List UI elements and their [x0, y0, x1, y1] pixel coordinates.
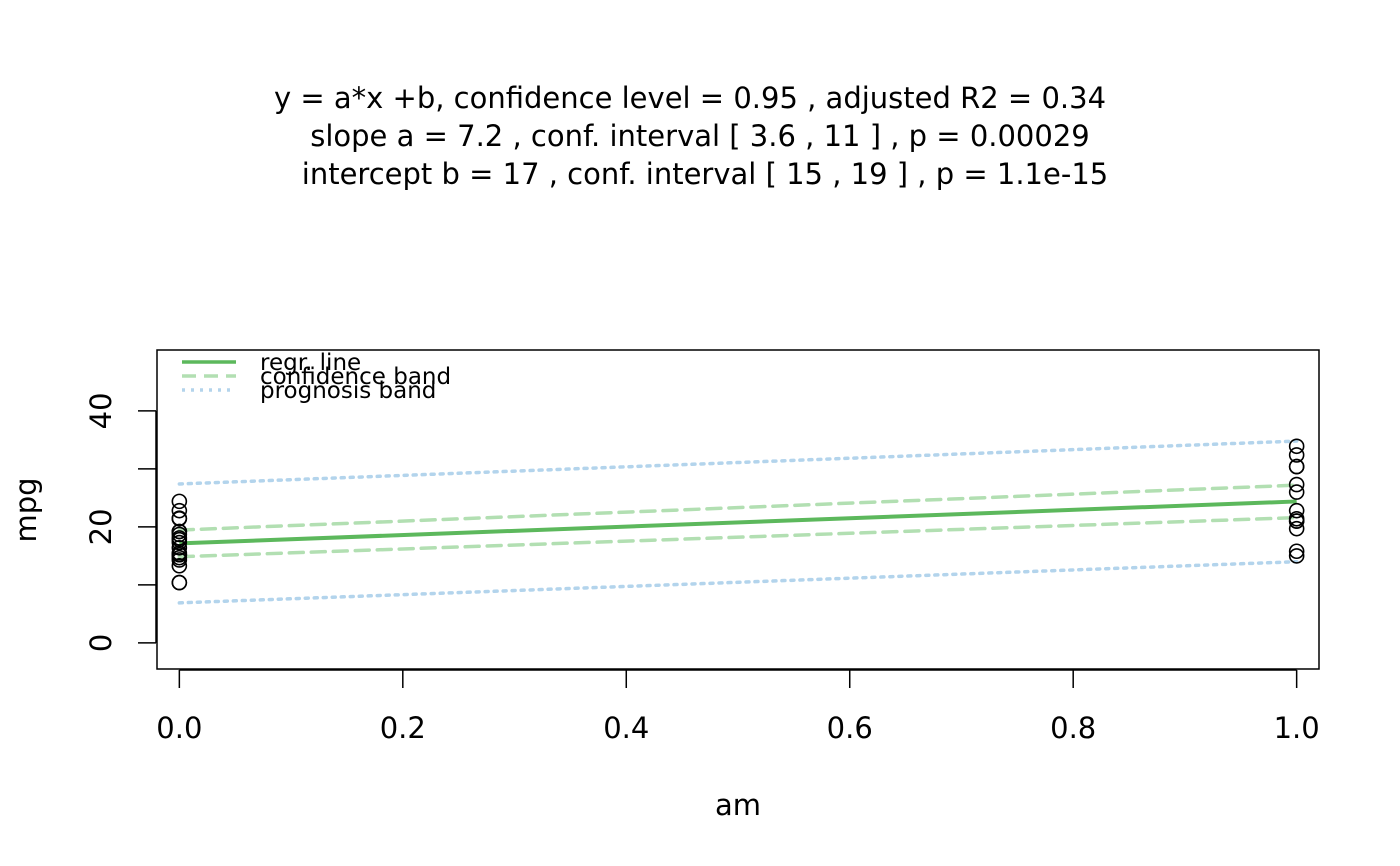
- data-point: [171, 534, 188, 551]
- confidence-band-upper: [177, 483, 1299, 532]
- legend-label: prognosis band: [260, 378, 436, 404]
- prognosis-band-lower: [177, 559, 1299, 605]
- data-point: [1288, 438, 1305, 455]
- chart-title: y = a*x +b, confidence level = 0.95 , ad…: [274, 81, 1108, 191]
- regression-layer: [179, 499, 1297, 546]
- data-point: [171, 493, 188, 510]
- confidence-band-lower: [177, 515, 1299, 559]
- data-point: [1288, 476, 1305, 493]
- data-point: [171, 574, 188, 591]
- x-axis-label: am: [715, 788, 761, 822]
- data-point: [1288, 447, 1305, 463]
- data-point: [171, 523, 188, 540]
- y-tick-label: 20: [84, 508, 118, 545]
- y-tick-label: 0: [84, 634, 118, 652]
- y-axis-label: mpg: [9, 477, 43, 542]
- x-tick-label: 0.4: [603, 711, 649, 745]
- x-tick-label: 1.0: [1274, 711, 1320, 745]
- bands-layer: [177, 439, 1299, 605]
- title-line-1: y = a*x +b, confidence level = 0.95 , ad…: [274, 81, 1106, 115]
- y-axis: 0 20 40: [84, 392, 157, 652]
- data-point: [1288, 548, 1305, 564]
- data-point: [171, 539, 188, 556]
- data-point: [1288, 520, 1305, 537]
- x-tick-label: 0.8: [1050, 711, 1096, 745]
- y-tick-label: 40: [84, 392, 118, 429]
- data-point: [1288, 502, 1305, 519]
- points-layer: [171, 438, 1305, 591]
- data-point: [1288, 510, 1305, 527]
- x-tick-label: 0.0: [156, 711, 202, 745]
- x-tick-label: 0.6: [827, 711, 873, 745]
- legend-label: regr. line: [260, 350, 361, 376]
- data-point: [171, 557, 188, 574]
- title-line-2: slope a = 7.2 , conf. interval [ 3.6 , 1…: [310, 119, 1090, 153]
- prognosis-band-upper: [177, 439, 1299, 486]
- plot-frame: [156, 349, 1320, 670]
- legend-label: confidence band: [260, 364, 451, 390]
- x-tick-label: 0.2: [380, 711, 426, 745]
- x-axis: 0.0 0.2 0.4 0.6 0.8 1.0: [156, 669, 1320, 745]
- data-point: [171, 546, 188, 563]
- data-point: [1288, 458, 1305, 475]
- data-point: [1288, 543, 1305, 560]
- title-line-3: intercept b = 17 , conf. interval [ 15 ,…: [302, 157, 1108, 191]
- data-point: [1288, 484, 1305, 500]
- regression-line: [179, 499, 1297, 546]
- data-point: [171, 502, 188, 519]
